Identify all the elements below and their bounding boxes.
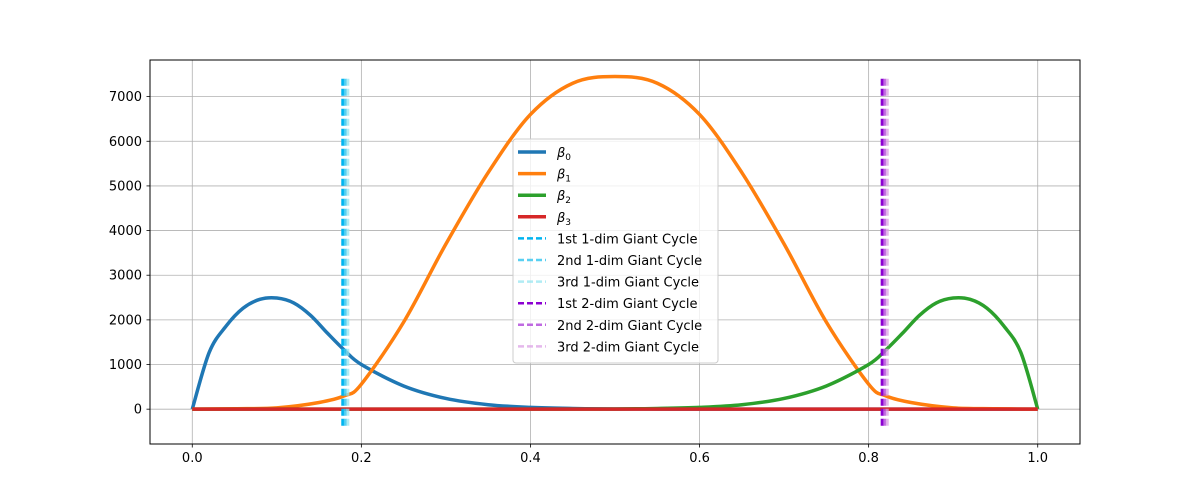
legend-label-giant-cycle-5: 2nd 2-dim Giant Cycle [557,319,702,334]
x-tick-label: 0.2 [351,451,372,466]
x-tick-label: 1.0 [1027,451,1048,466]
series-line-beta1 [192,74,1038,411]
y-tick-label: 0 [134,403,142,418]
legend-label-giant-cycle-4: 1st 2-dim Giant Cycle [557,297,698,312]
legend-label-base: β [556,211,565,226]
legend-label-base: β [556,168,565,183]
legend-label-beta0: β0 [556,146,571,163]
plot-area-frame [149,59,1081,445]
legend-label-subscript: 1 [565,175,571,185]
y-tick-label: 5000 [109,179,142,194]
y-tick-label: 4000 [109,224,142,239]
legend-label-giant-cycle-1: 1st 1-dim Giant Cycle [557,232,698,247]
legend-box [512,138,719,364]
legend-label-beta1: β1 [556,168,571,185]
legend-label-giant-cycle-6: 3rd 2-dim Giant Cycle [557,340,699,355]
y-tick-label: 7000 [109,90,142,105]
legend-label-subscript: 3 [565,218,571,228]
legend-label-giant-cycle-2: 2nd 1-dim Giant Cycle [557,254,702,269]
y-tick-label: 6000 [109,135,142,150]
x-tick-label: 0.4 [520,451,541,466]
legend-label-giant-cycle-3: 3rd 1-dim Giant Cycle [557,276,699,291]
legend-label-subscript: 2 [565,196,571,206]
legend-label-subscript: 0 [565,153,571,163]
y-tick-label: 3000 [109,269,142,284]
y-tick-label: 2000 [109,313,142,328]
x-tick-label: 0.8 [858,451,879,466]
vline-layer [341,78,889,428]
legend-label-beta2: β2 [556,189,571,206]
legend-label-base: β [556,146,565,161]
x-tick-label: 0.6 [689,451,710,466]
x-tick-label: 0.0 [182,451,203,466]
legend-label-base: β [556,189,565,204]
tick-layer: 0.0 0.2 0.4 0.6 0.8 1.0 0 1000 2000 3000 4000 5000 6… [109,90,1048,466]
series-layer [190,74,1040,411]
y-tick-label: 1000 [109,358,142,373]
legend-label-beta3: β3 [556,211,571,228]
